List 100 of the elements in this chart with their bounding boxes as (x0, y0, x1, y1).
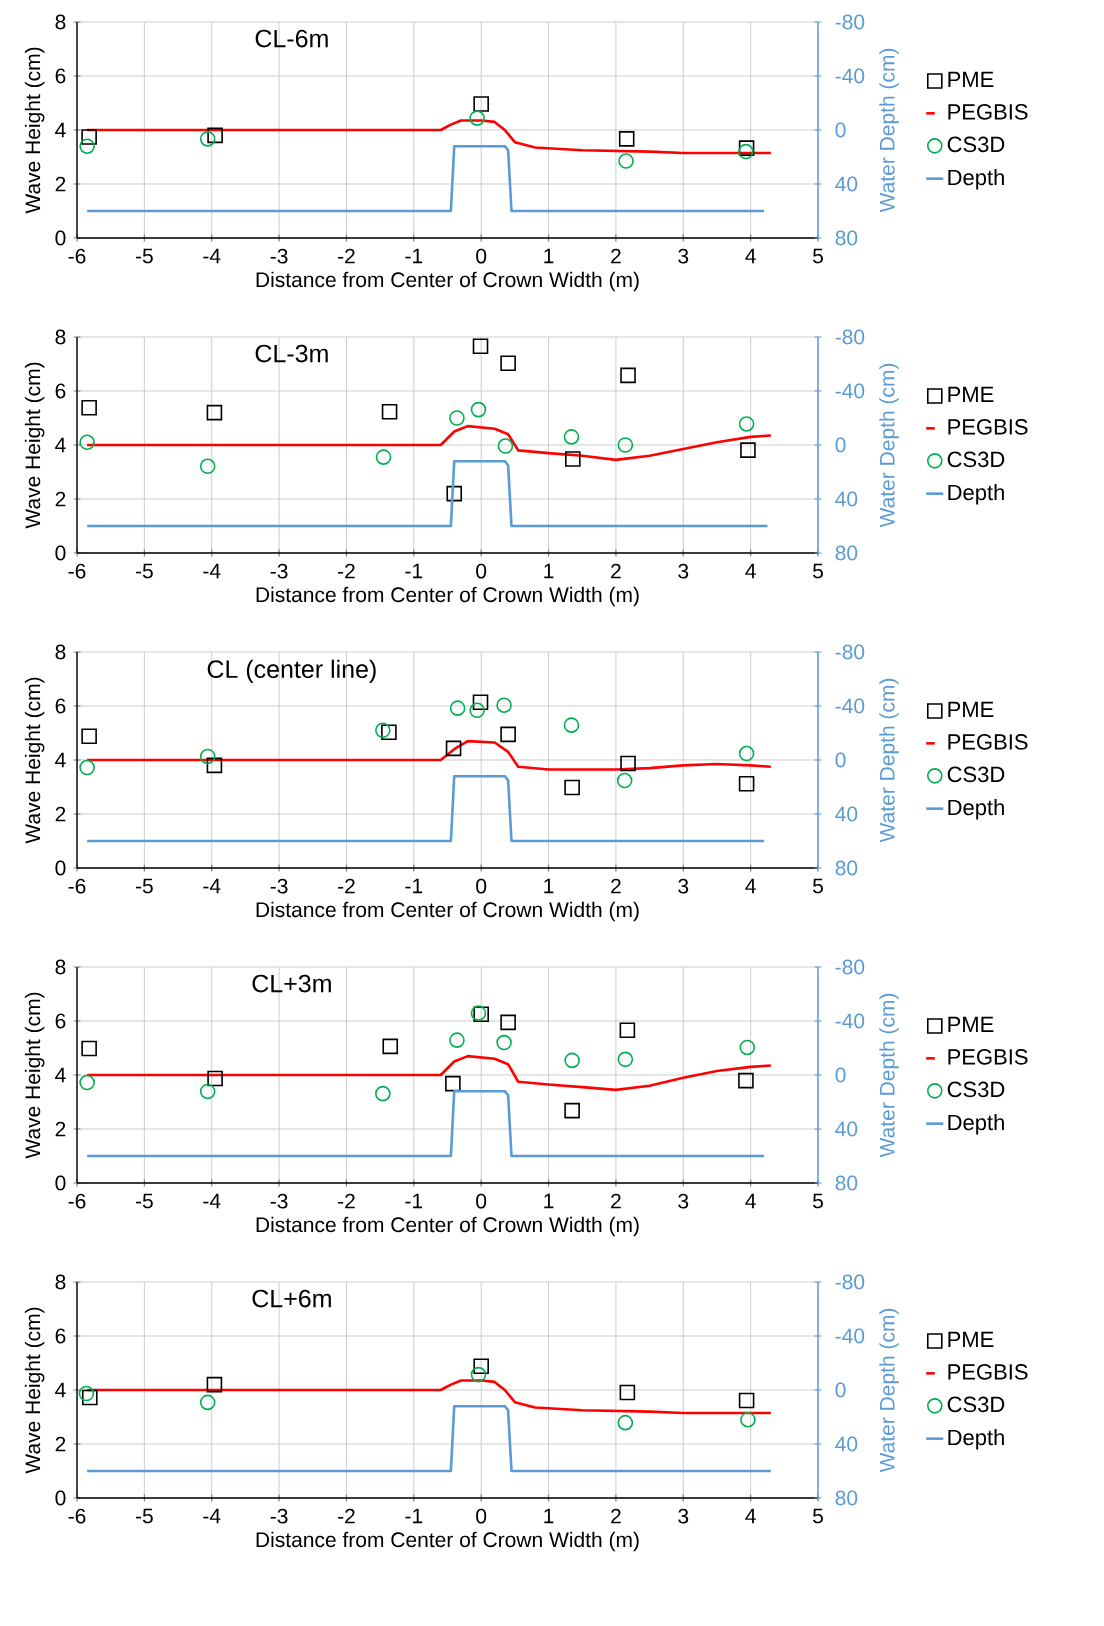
y2-tick-label: 0 (835, 1067, 846, 1083)
x-tick-label: 3 (678, 878, 689, 894)
point (207, 127, 223, 144)
y2-tick-label: 0 (835, 122, 846, 138)
y2-tick-label: -40 (835, 383, 865, 399)
point (738, 416, 755, 432)
x-tick-label: -1 (405, 563, 423, 579)
y2-tick-label: 0 (835, 752, 846, 768)
point (382, 1038, 399, 1055)
y2-tick-label: 0 (835, 437, 846, 453)
point (199, 131, 216, 147)
legend-label: CS3D (947, 451, 1005, 468)
y-tick-label: 2 (55, 491, 66, 507)
x-tick-label: -4 (203, 563, 221, 579)
y2-tick-label: 0 (835, 1382, 846, 1398)
legend-label: PEGBIS (948, 419, 1028, 435)
x-tick-label: 0 (476, 878, 487, 894)
point (473, 1358, 489, 1375)
x-tick-label: 1 (544, 1508, 554, 1524)
legend-label: Depth (948, 169, 1004, 190)
x-tick-label: -2 (338, 563, 355, 579)
x-tick-label: 0 (476, 563, 487, 579)
point (617, 437, 634, 453)
x-tick-label: 5 (813, 248, 823, 264)
x-tick-label: 2 (611, 878, 621, 894)
y2-axis-title: Water Depth (cm) (879, 993, 899, 1158)
y-tick-label: 0 (55, 545, 66, 561)
y2-tick-label: 80 (835, 1175, 858, 1191)
y2-tick-label: 40 (835, 491, 858, 507)
x-tick-label: -6 (68, 1508, 86, 1524)
x-tick-label: -5 (135, 563, 153, 579)
y2-axis-title: Water Depth (cm) (879, 48, 899, 213)
x-tick-label: -3 (270, 563, 288, 579)
x-tick-label: 3 (678, 1508, 689, 1524)
x-tick-label: -6 (68, 878, 86, 894)
x-tick-label: 5 (813, 1193, 823, 1209)
legend-label: PEGBIS (948, 1364, 1028, 1380)
y-tick-label: 0 (55, 230, 66, 246)
legend-label: PME (948, 71, 994, 87)
y-tick-label: 8 (55, 959, 66, 975)
point (618, 131, 635, 147)
y-tick-label: 8 (55, 14, 66, 30)
point (199, 748, 216, 765)
y2-tick-label: -40 (835, 1328, 865, 1344)
x-tick-label: -4 (203, 1193, 221, 1209)
x-tick-label: 3 (678, 1193, 689, 1209)
point (449, 1032, 465, 1048)
legend-label: PME (948, 1331, 994, 1347)
y-tick-label: 4 (55, 1067, 66, 1083)
y2-tick-label: 80 (835, 545, 858, 561)
y-tick-label: 6 (55, 1013, 66, 1029)
y-tick-label: 0 (55, 1175, 66, 1191)
x-tick-label: -2 (338, 248, 355, 264)
legend-label: Depth (948, 799, 1004, 820)
legend-label: PEGBIS (948, 104, 1028, 120)
x-tick-label: -4 (203, 1508, 221, 1524)
y2-tick-label: -80 (835, 959, 865, 975)
point (79, 1074, 95, 1091)
point (206, 404, 223, 421)
point (445, 1075, 461, 1092)
point (449, 410, 465, 426)
point (82, 1389, 98, 1406)
point (738, 140, 755, 156)
point (381, 724, 397, 740)
legend-label: PME (948, 701, 994, 717)
y2-tick-label: -80 (835, 329, 865, 345)
point (617, 1414, 634, 1431)
y-tick-label: 4 (55, 437, 66, 453)
point (79, 759, 95, 776)
y-tick-label: 4 (55, 752, 66, 768)
x-tick-label: 1 (544, 248, 554, 264)
x-tick-label: 3 (678, 248, 689, 264)
legend-label: CS3D (947, 766, 1005, 783)
point (375, 1085, 391, 1102)
point (199, 1394, 216, 1411)
y2-tick-label: -40 (835, 1013, 865, 1029)
legend-label: Depth (948, 1429, 1004, 1450)
x-tick-label: -4 (203, 878, 221, 894)
point (206, 1376, 223, 1393)
y-tick-label: 6 (55, 698, 66, 714)
point (375, 449, 392, 465)
x-tick-label: 4 (745, 1193, 756, 1209)
line-series (85, 1379, 773, 1415)
point (618, 153, 634, 169)
point (738, 1072, 754, 1089)
x-tick-label: 1 (544, 563, 554, 579)
y2-tick-label: 80 (835, 1490, 858, 1506)
x-tick-label: 0 (476, 1193, 487, 1209)
x-axis-title: Distance from Center of Crown Width (m) (256, 586, 639, 607)
x-tick-label: -6 (68, 248, 86, 264)
legend-label: Depth (948, 484, 1004, 505)
x-tick-label: 0 (476, 1508, 487, 1524)
chart-title: CL (center line) (207, 659, 376, 683)
x-tick-label: 5 (813, 563, 823, 579)
y2-tick-label: 40 (835, 176, 858, 192)
point (500, 726, 516, 743)
y2-tick-label: 40 (835, 1121, 858, 1137)
point (473, 96, 489, 112)
point (79, 138, 95, 154)
x-tick-label: -6 (68, 563, 86, 579)
